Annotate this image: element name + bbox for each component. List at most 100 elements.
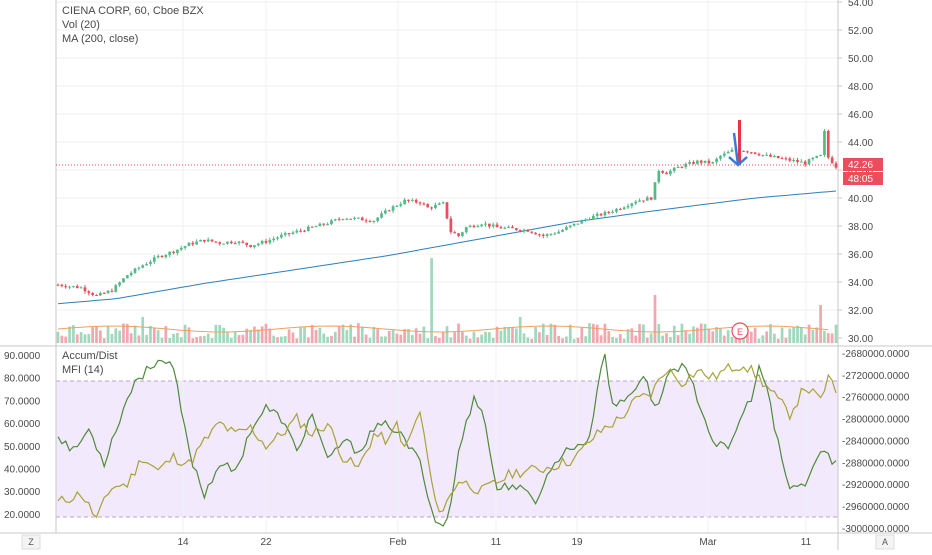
volume-bar	[811, 329, 815, 343]
volume-bar	[753, 327, 757, 343]
candle-body	[268, 240, 272, 243]
candle-body	[491, 224, 495, 227]
candle-body	[557, 231, 561, 234]
candle-body	[611, 211, 614, 213]
volume-bar	[233, 331, 237, 343]
candle-body	[391, 206, 395, 211]
candle-body	[661, 170, 665, 173]
ma-legend[interactable]: MA (200, close)	[62, 33, 138, 45]
candle-body	[95, 294, 98, 296]
candle-body	[788, 158, 792, 161]
volume-bar	[607, 331, 611, 343]
candle-body	[576, 223, 580, 225]
volume-bar	[118, 330, 121, 343]
vertical-gridlines	[182, 0, 807, 533]
volume-bar	[137, 335, 141, 343]
candle-body	[110, 290, 114, 292]
volume-bar	[545, 334, 549, 343]
candle-body	[64, 286, 68, 288]
volume-bar	[715, 327, 718, 343]
volume-bar	[210, 338, 214, 343]
candle-body	[60, 284, 64, 287]
volume-bar	[541, 323, 545, 343]
candle-body	[260, 241, 264, 244]
earnings-marker[interactable]	[731, 322, 749, 340]
candle-body	[237, 241, 241, 244]
candle-body	[168, 251, 172, 255]
volume-bar	[449, 337, 453, 343]
volume-bar	[226, 331, 229, 343]
candle-body	[499, 227, 503, 229]
price-axis[interactable]: 54.00 52.00 50.00 48.00 46.00 44.00 42.00 40.00…	[838, 0, 873, 345]
vol-legend[interactable]: Vol (20)	[62, 19, 100, 31]
volume-bar	[241, 334, 245, 343]
candle-body	[680, 166, 684, 168]
price-axis-label: 32.00	[848, 306, 873, 317]
blue-arrow-head[interactable]	[728, 156, 748, 167]
volume-bar	[780, 327, 784, 343]
candle-body	[218, 242, 222, 244]
volume-bar	[592, 323, 595, 343]
mfi-legend[interactable]: MFI (14)	[62, 364, 104, 376]
volume-bar	[99, 330, 102, 343]
mfi-axis-label: 70.0000	[4, 396, 41, 407]
volume-bar	[203, 335, 206, 343]
volume-bar	[572, 338, 576, 343]
volume-bar	[634, 335, 638, 343]
candle-body	[807, 159, 811, 165]
candle-body	[584, 219, 588, 221]
mfi-axis[interactable]: 90.0000 80.0000 70.0000 60.0000 50.0000 40.00…	[4, 351, 41, 521]
candle-body	[526, 229, 530, 232]
candle-body	[164, 254, 168, 258]
candle-body	[538, 234, 541, 236]
candle-body	[692, 162, 695, 164]
volume-bar	[799, 327, 803, 343]
accum-dist-axis-label: -2800000.0000	[842, 415, 910, 426]
time-axis[interactable]: 14 22 Feb 11 19 Mar 11	[177, 537, 811, 548]
candle-body	[203, 239, 206, 242]
candle-body	[137, 267, 141, 269]
red-arrow-bar[interactable]	[738, 120, 741, 165]
accum-dist-legend[interactable]: Accum/Dist	[62, 350, 118, 362]
candle-body	[722, 153, 726, 156]
candle-body	[507, 226, 510, 228]
candle-body	[715, 158, 718, 163]
candle-body	[337, 219, 341, 221]
volume-bar	[557, 335, 561, 343]
volume-bar	[642, 324, 645, 343]
volume-bar	[491, 337, 495, 343]
volume-bar	[457, 323, 460, 343]
candle-body	[769, 154, 772, 157]
volume-bar	[765, 331, 769, 343]
candle-body	[241, 241, 245, 243]
blue-arrow-shaft[interactable]	[732, 132, 740, 166]
volume-bar	[410, 334, 414, 343]
volume-bar	[461, 331, 464, 343]
candle-body	[676, 166, 680, 168]
candle-body	[630, 203, 634, 207]
auto-scale-button[interactable]	[875, 534, 895, 550]
candle-body	[176, 249, 179, 253]
price-axis-label: 44.00	[848, 138, 873, 149]
zoom-left-button[interactable]	[21, 534, 41, 550]
candle-body	[522, 229, 526, 232]
price-axis-label: 50.00	[848, 54, 873, 65]
candle-body	[222, 243, 225, 245]
candle-body	[549, 233, 553, 235]
volume-bar	[199, 336, 202, 343]
candle-body	[72, 286, 75, 288]
volume-bar	[599, 335, 603, 343]
volume-bar	[268, 328, 272, 343]
volume-bar	[310, 324, 314, 343]
volume-bar	[588, 323, 591, 343]
candle-body	[303, 230, 306, 232]
accum-dist-axis[interactable]: -2680000.0000 -2720000.0000 -2760000.0000 -…	[842, 349, 910, 535]
candle-body	[603, 211, 607, 216]
volume-bar	[72, 325, 75, 343]
volume-bar	[773, 333, 776, 343]
candle-body	[626, 206, 630, 208]
candle-body	[588, 219, 591, 221]
chart-title[interactable]: CIENA CORP, 60, Cboe BZX	[62, 5, 204, 17]
volume-bar	[434, 336, 437, 343]
